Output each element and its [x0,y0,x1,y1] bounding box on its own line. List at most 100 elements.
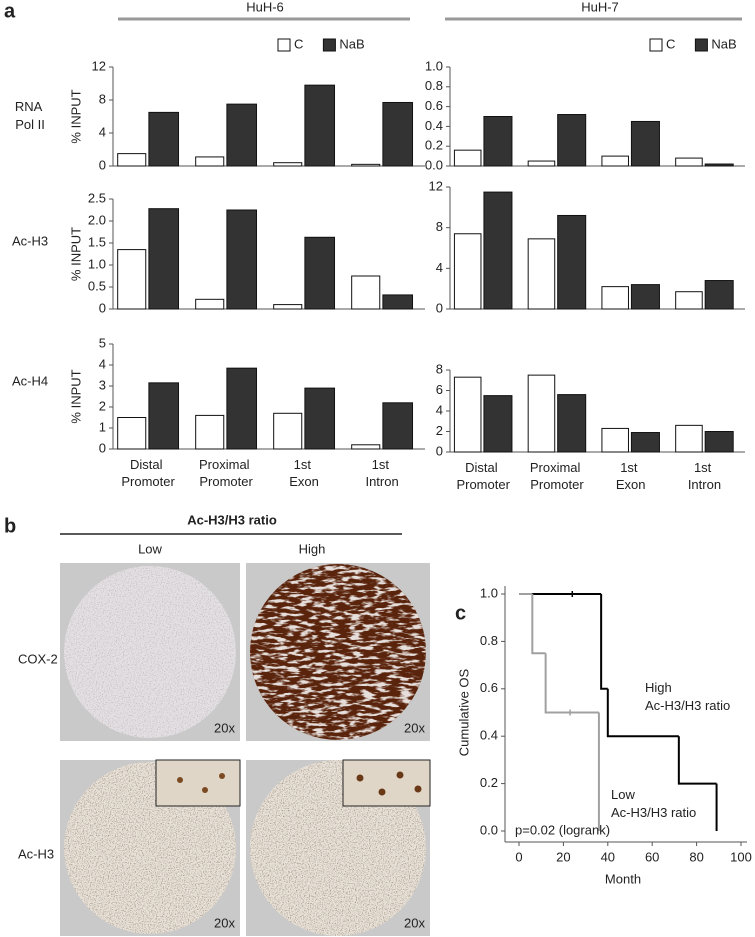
bar [675,291,703,310]
bar [195,156,225,167]
bar [195,298,225,310]
legend-label: C [666,36,675,51]
bar [704,431,734,453]
bar [382,294,414,310]
y-tick-label: 0.6 [480,680,498,695]
group-label: Low [138,541,162,556]
panel-label: a [4,0,16,22]
y-tick-label: 8 [436,219,443,234]
bar [273,162,303,167]
annotation: p=0.02 (logrank) [515,822,610,837]
bar [601,427,629,453]
x-tick-label: 60 [645,849,659,864]
bar [630,432,660,453]
row-label: Ac-H3 [12,233,48,248]
x-tick-label: 1st Intron [365,457,398,489]
x-tick-label: 40 [601,849,615,864]
bar [148,382,180,450]
y-tick-label: 8 [436,361,443,376]
y-tick-label: 12 [429,178,443,193]
y-tick-label: 6 [436,382,443,397]
x-tick-label: Proximal Promoter [530,460,584,492]
cell-line: HuH-7 [581,0,619,14]
bar [117,417,147,450]
y-tick-label: 1.0 [480,585,498,600]
y-tick-label: 0.8 [480,633,498,648]
tissue-image [246,563,430,741]
bar [453,376,482,453]
tissue-image [60,563,240,741]
bar [304,84,336,167]
bar [483,191,513,310]
bar [483,395,513,453]
x-tick-label: 0 [515,849,522,864]
bar [557,114,587,167]
y-tick-label: 5 [99,335,106,350]
y-tick-label: 12 [92,58,106,73]
bar [527,374,556,453]
x-tick-label: 80 [689,849,703,864]
survival-step [544,653,599,714]
series-label: High Ac-H3/H3 ratio [645,680,730,713]
x-tick-label: 100 [730,849,752,864]
y-tick-label: 0.8 [425,78,443,93]
bar [273,304,303,310]
survival-step [677,736,717,785]
y-tick-label: 0.4 [480,728,498,743]
survival-step [600,594,608,690]
legend-label: NaB [339,36,364,51]
magnification: 20x [404,915,425,930]
series-label: Low Ac-H3/H3 ratio [611,787,696,820]
y-tick-label: 4 [436,402,443,417]
stain-label: COX-2 [18,651,58,666]
y-tick-label: 2 [99,398,106,413]
bar [453,233,482,310]
y-axis-label: % INPUT [68,89,83,143]
y-axis-label: Cumulative OS [456,668,471,756]
y-tick-label: 8 [99,91,106,106]
bar [351,444,381,450]
legend-label: C [294,36,303,51]
bar [117,249,147,310]
tissue-image [246,759,431,936]
y-tick-label: 0.5 [88,278,106,293]
y-tick-label: 4 [99,124,106,139]
y-tick-label: 0.2 [425,138,443,153]
legend-swatch [322,38,336,52]
bar [557,214,587,310]
bar [148,208,180,310]
bar [226,367,258,450]
y-tick-label: 0 [99,440,106,455]
row-label: RNA Pol II [15,99,45,132]
x-tick-label: Distal Promoter [121,457,175,489]
survival-step [606,688,679,738]
bar [117,153,147,167]
bar [527,238,556,310]
bar [483,116,513,167]
y-axis-label: % INPUT [68,227,83,281]
x-tick-label: 1st Exon [616,460,646,492]
y-tick-label: 2.0 [88,212,106,227]
y-tick-label: 0.2 [480,775,498,790]
bar [273,412,303,450]
y-tick-label: 0 [99,157,106,172]
y-tick-label: 2.5 [88,190,106,205]
y-tick-label: 4 [436,260,443,275]
y-tick-label: 4 [99,356,106,371]
legend-swatch [649,38,663,52]
x-tick-label: 1st Intron [688,460,721,492]
legend-swatch [277,38,291,52]
bar [630,284,660,310]
y-tick-label: 1 [99,419,106,434]
y-tick-label: 0 [436,300,443,315]
group-label: High [299,541,326,556]
bar [195,414,225,450]
cell-line: HuH-6 [246,0,284,14]
bar [527,160,556,167]
y-tick-label: 1.0 [425,58,443,73]
stain-label: Ac-H3 [18,846,54,861]
bar [557,394,587,453]
y-tick-label: 0.6 [425,98,443,113]
magnification: 20x [404,720,425,735]
